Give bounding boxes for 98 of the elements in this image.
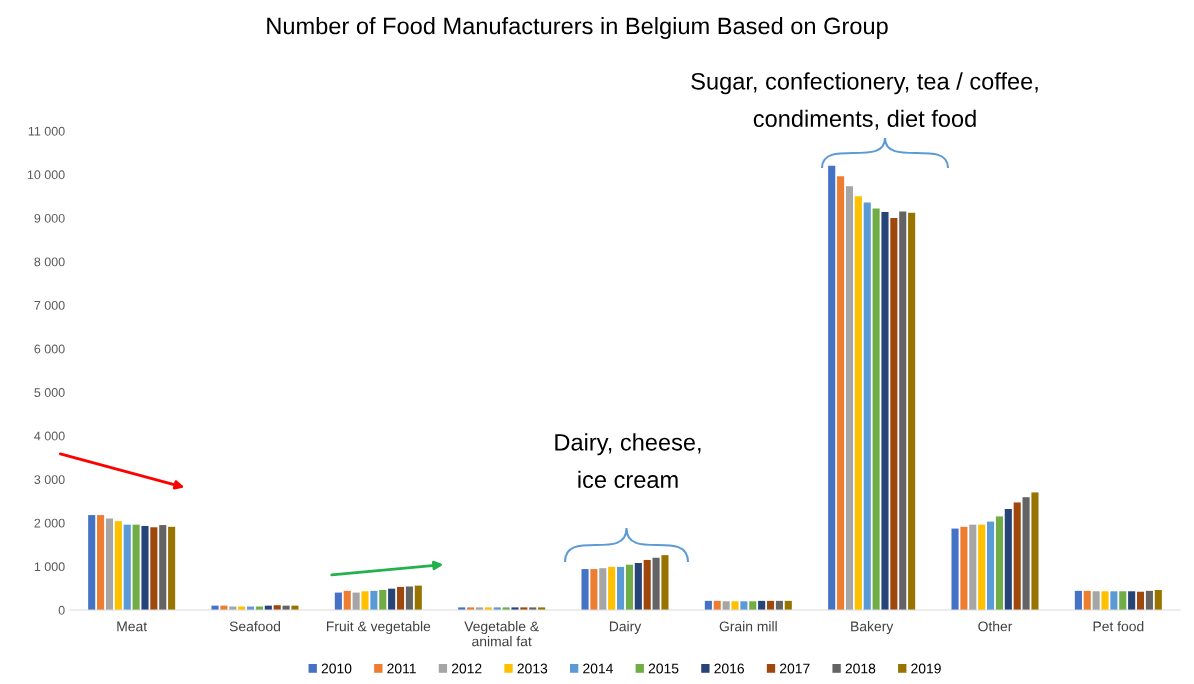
- y-tick-label: 2 000: [34, 518, 65, 528]
- y-tick-label: 9 000: [34, 213, 65, 223]
- bar: [890, 218, 898, 610]
- y-tick-label: 4 000: [34, 431, 65, 441]
- bar: [1013, 502, 1021, 610]
- bar: [643, 559, 651, 610]
- bar: [951, 528, 959, 610]
- bar: [396, 586, 405, 610]
- bar: [1092, 591, 1100, 610]
- chart-title: Number of Food Manufacturers in Belgium Based on Group: [267, 17, 888, 39]
- legend-label: 2010: [321, 663, 352, 674]
- bar: [352, 592, 360, 610]
- bar: [652, 557, 660, 610]
- bar: [343, 590, 351, 610]
- bar: [1128, 591, 1136, 610]
- legend-label: 2013: [517, 663, 548, 674]
- bar: [837, 176, 845, 610]
- bar: [105, 518, 114, 610]
- x-tick-label: Bakery: [851, 621, 894, 635]
- y-tick-label: 3 000: [34, 475, 65, 485]
- bar: [141, 525, 149, 610]
- y-tick-label: 8 000: [34, 257, 65, 267]
- bar: [334, 592, 342, 610]
- bar: [722, 601, 730, 610]
- x-tick-label: Meat: [117, 621, 147, 632]
- legend-label: 2012: [451, 663, 482, 674]
- bar: [625, 564, 633, 610]
- bar: [1074, 590, 1082, 610]
- bar: [1031, 492, 1039, 610]
- bar: [987, 521, 995, 610]
- bar: [740, 601, 748, 610]
- bar: [132, 524, 140, 610]
- text: Sugar, confectionery, tea / coffee, condiments, diet food: [691, 72, 1038, 130]
- bar: [388, 588, 396, 610]
- bar: [1154, 589, 1162, 610]
- bar: [379, 589, 387, 610]
- bar: [845, 186, 854, 610]
- bar: [97, 515, 105, 610]
- bar: [590, 569, 598, 610]
- bar: [1004, 508, 1012, 610]
- bar: [617, 566, 625, 610]
- bar: [168, 526, 176, 610]
- bar: [361, 591, 369, 610]
- bar: [159, 525, 167, 610]
- bar: [150, 527, 158, 610]
- bar: [414, 585, 422, 610]
- bar: [88, 515, 96, 610]
- x-tick-label: Seafood: [229, 621, 280, 632]
- bar: [123, 524, 131, 610]
- legend-label: 2011: [387, 663, 416, 674]
- y-tick-label: 7 000: [34, 300, 65, 310]
- bar: [114, 521, 122, 610]
- bar: [960, 526, 968, 610]
- bar: [854, 196, 862, 610]
- bar: [405, 586, 413, 610]
- bar: [1119, 591, 1127, 610]
- legend-label: 2015: [648, 663, 679, 674]
- bar: [828, 165, 836, 610]
- y-tick-label: 6 000: [34, 344, 65, 354]
- bar: [969, 524, 977, 610]
- y-tick-label: 0: [58, 605, 65, 615]
- legend-label: 2018: [845, 663, 876, 674]
- bar: [370, 590, 378, 610]
- bar: [581, 569, 589, 610]
- bar: [1136, 591, 1145, 610]
- y-tick-label: 1 000: [34, 562, 65, 572]
- bar: [1101, 591, 1109, 610]
- annotation: Dairy, cheese, ice cream: [555, 433, 701, 489]
- y-tick-label: 11 000: [28, 126, 65, 136]
- x-tick-label: Dairy: [609, 621, 642, 635]
- x-tick-label: Grain mill: [719, 621, 777, 632]
- bar: [1145, 590, 1153, 610]
- legend-label: 2017: [780, 663, 810, 674]
- bar: [995, 516, 1003, 610]
- x-tick-label: Vegetable & animal fat: [464, 621, 539, 647]
- y-tick-label: 5 000: [34, 388, 65, 397]
- x-tick-label: Fruit & vegetable: [326, 621, 431, 635]
- bar: [908, 212, 916, 610]
- bar: [1110, 591, 1118, 610]
- bar: [872, 208, 880, 610]
- legend-label: 2014: [583, 663, 613, 674]
- bar: [634, 562, 642, 610]
- bar: [749, 601, 757, 610]
- bar: [978, 524, 986, 610]
- bar: [661, 555, 669, 610]
- bar: [881, 211, 889, 610]
- bar: [731, 601, 739, 610]
- y-tick-label: 10 000: [27, 170, 65, 180]
- legend-label: 2016: [714, 663, 744, 674]
- legend-label: 2019: [911, 663, 941, 674]
- bar: [608, 566, 616, 610]
- bar: [863, 202, 871, 610]
- x-tick-label: Pet food: [1093, 621, 1144, 632]
- bar: [1022, 497, 1030, 610]
- bar: [1083, 590, 1091, 610]
- x-tick-label: Other: [978, 621, 1013, 632]
- bar: [899, 211, 907, 610]
- bar: [599, 568, 607, 610]
